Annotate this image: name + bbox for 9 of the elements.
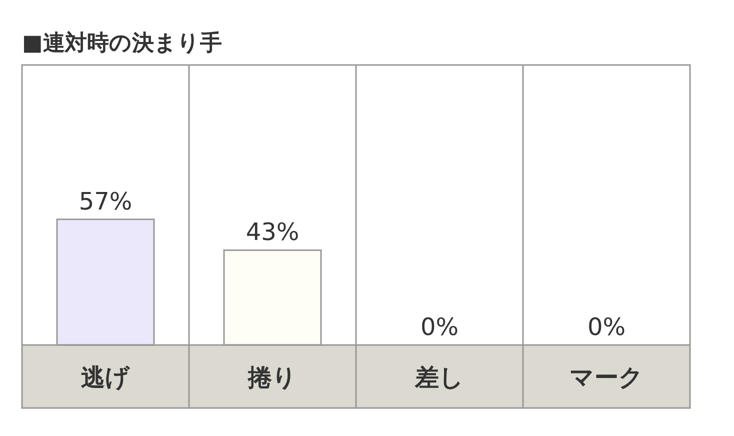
chart-title: ■連対時の決まり手 xyxy=(22,30,222,56)
x-tick-label: 捲り xyxy=(247,364,297,392)
x-tick-label: 逃げ xyxy=(81,364,131,392)
data-label: 43% xyxy=(246,218,300,246)
x-tick-label: 差し xyxy=(414,364,464,392)
data-label: 0% xyxy=(587,313,626,341)
data-label: 0% xyxy=(420,313,459,341)
data-label: 57% xyxy=(78,187,132,216)
x-tick-label: マーク xyxy=(570,364,644,392)
